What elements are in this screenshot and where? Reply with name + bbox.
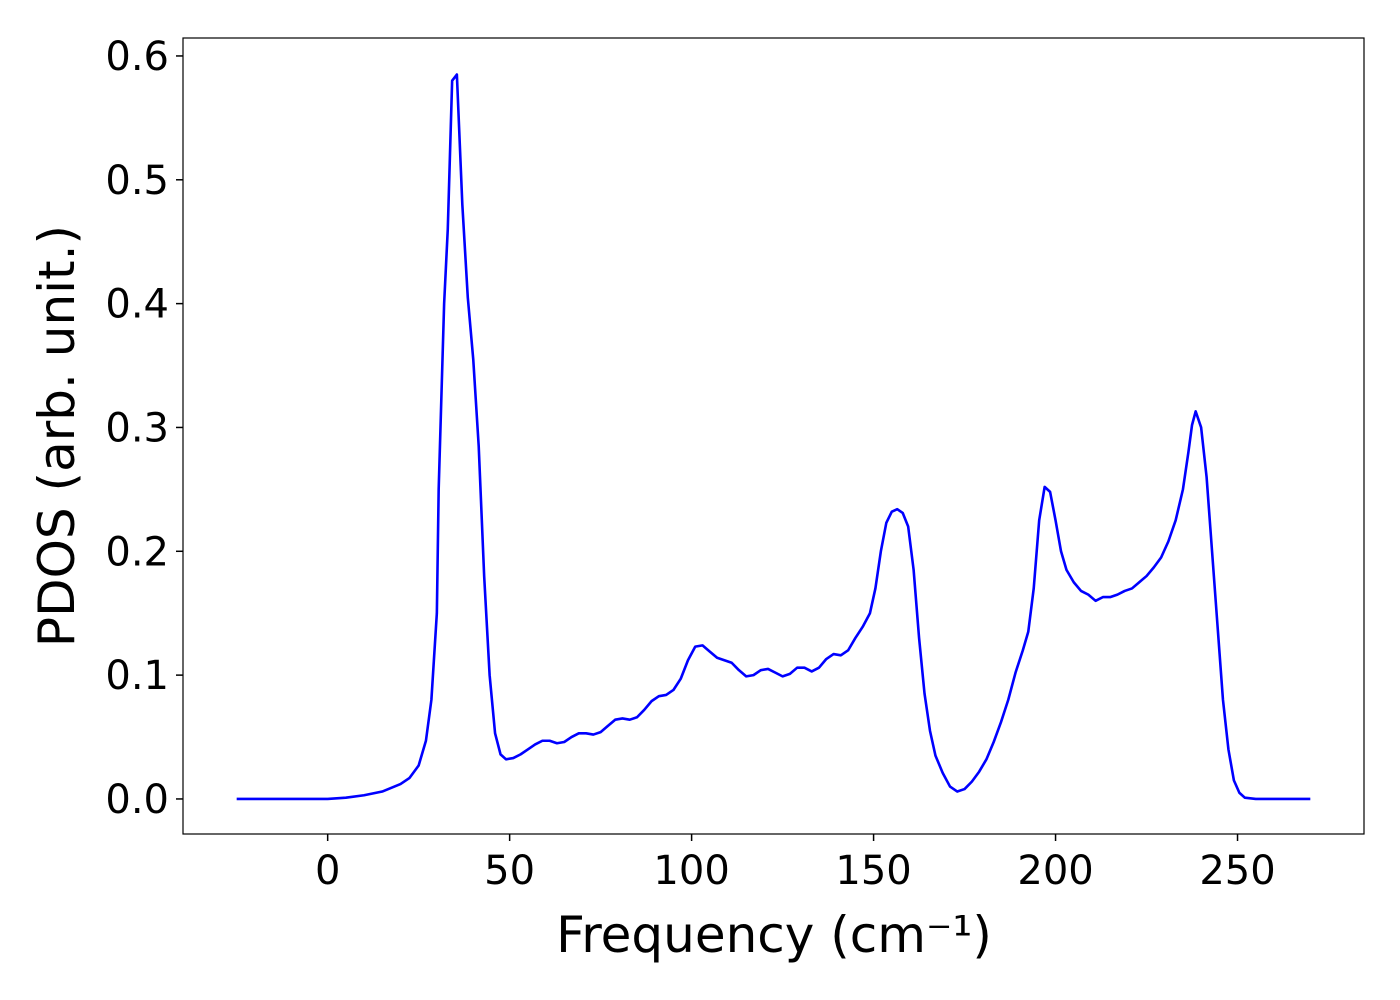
- y-tick-label: 0.0: [105, 777, 169, 823]
- x-tick-label: 0: [315, 848, 340, 894]
- x-axis-label: Frequency (cm⁻¹): [556, 906, 992, 964]
- x-tick-label: 150: [835, 848, 911, 894]
- x-tick-label: 100: [653, 848, 729, 894]
- y-tick-label: 0.6: [105, 34, 169, 80]
- pdos-line: [236, 73, 1311, 801]
- y-axis-label: PDOS (arb. unit.): [28, 225, 86, 647]
- x-tick-label: 200: [1017, 848, 1093, 894]
- x-tick-label: 50: [484, 848, 535, 894]
- y-tick-label: 0.1: [105, 653, 169, 699]
- x-tick-label: 250: [1199, 848, 1275, 894]
- y-tick-label: 0.2: [105, 529, 169, 575]
- y-tick-label: 0.5: [105, 158, 169, 204]
- y-tick-label: 0.4: [105, 282, 169, 328]
- y-tick-label: 0.3: [105, 405, 169, 451]
- plot-frame: [182, 37, 1365, 835]
